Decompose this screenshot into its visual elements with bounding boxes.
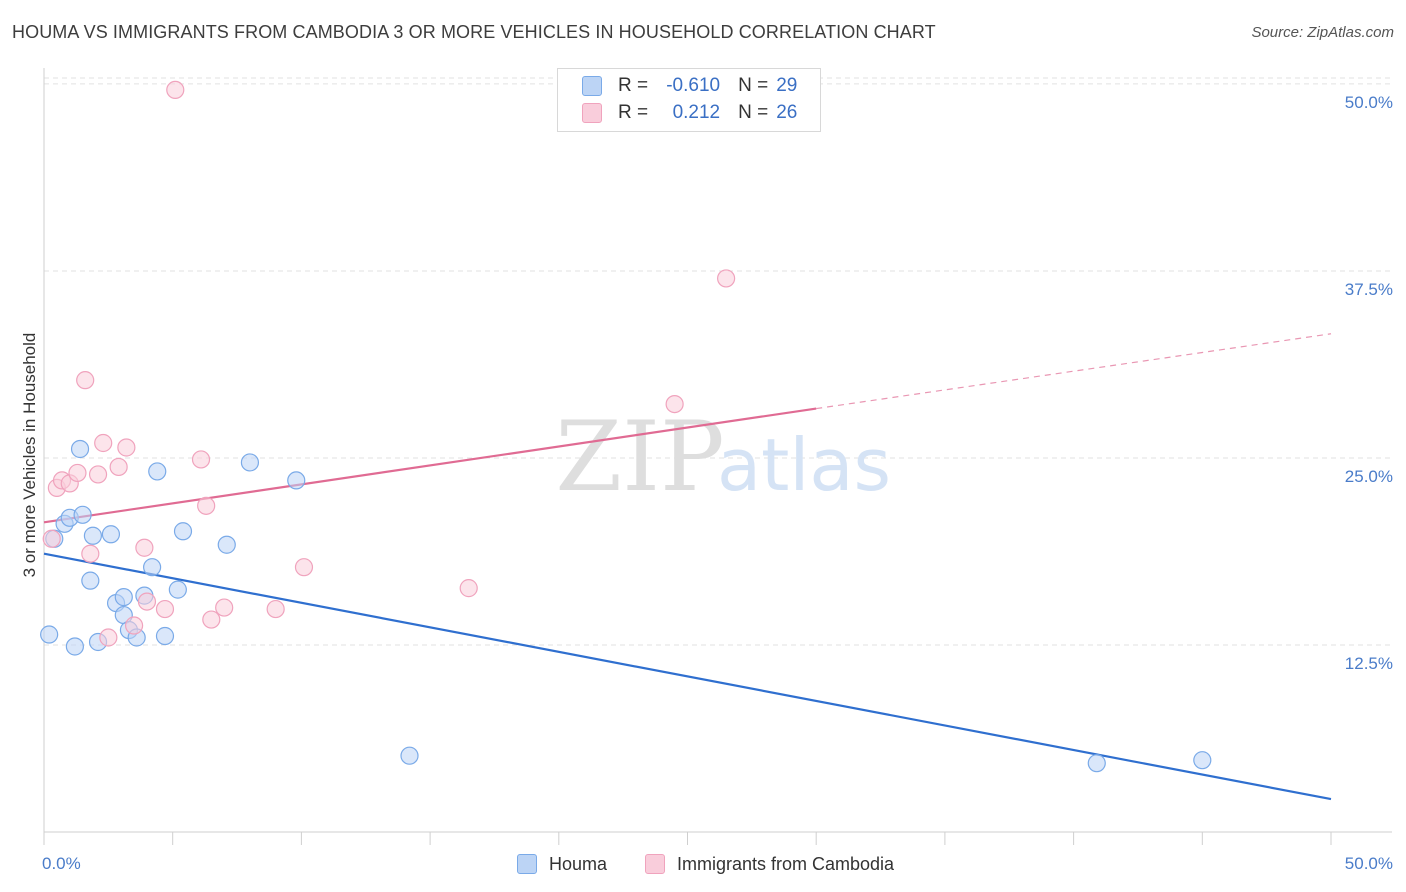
cambodia-point bbox=[124, 616, 144, 635]
y-tick-label: 25.0% bbox=[1345, 467, 1393, 486]
y-tick-label: 50.0% bbox=[1345, 93, 1393, 112]
cambodia-point bbox=[76, 371, 95, 390]
r-value: 0.212 bbox=[672, 102, 721, 123]
houma-point bbox=[240, 453, 260, 472]
cambodia-swatch bbox=[582, 103, 602, 123]
houma-trend-line bbox=[43, 552, 1332, 801]
houma-point bbox=[81, 571, 100, 590]
watermark: ZIP atlas bbox=[555, 401, 891, 513]
houma-point bbox=[168, 580, 187, 599]
houma-point bbox=[400, 746, 419, 765]
r-value: -0.610 bbox=[666, 75, 721, 96]
legend-cambodia: Immigrants from Cambodia bbox=[645, 852, 894, 876]
houma-point bbox=[101, 525, 121, 544]
cambodia-point bbox=[68, 463, 87, 483]
houma-point bbox=[155, 626, 175, 646]
cambodia-point bbox=[117, 438, 136, 457]
cambodia-point bbox=[137, 592, 157, 611]
houma-point bbox=[40, 625, 59, 644]
cambodia-point bbox=[109, 457, 128, 477]
n-label: N = bbox=[738, 102, 769, 123]
cambodia-point bbox=[42, 529, 61, 548]
cambodia-point bbox=[665, 395, 684, 414]
cambodia-point bbox=[294, 558, 314, 577]
houma-point bbox=[148, 462, 167, 481]
n-value: 29 bbox=[776, 75, 798, 96]
cambodia-point bbox=[215, 598, 234, 617]
houma-point bbox=[143, 558, 162, 577]
n-value: 26 bbox=[776, 102, 798, 123]
y-tick-label: 37.5% bbox=[1345, 280, 1393, 299]
cambodia-point bbox=[197, 496, 216, 515]
cambodia-point bbox=[166, 80, 185, 100]
cambodia-point bbox=[717, 269, 736, 288]
y-tick-label: 12.5% bbox=[1345, 654, 1393, 673]
cambodia-point bbox=[155, 599, 175, 619]
stats-legend: R = -0.610 N = 29 R = 0.212 N = 26 bbox=[557, 68, 821, 132]
legend-houma-swatch bbox=[517, 854, 537, 874]
watermark-zip: ZIP bbox=[555, 401, 724, 513]
houma-point bbox=[287, 471, 306, 490]
data-points bbox=[40, 80, 1212, 773]
cambodia-point bbox=[202, 610, 221, 629]
trend-lines bbox=[43, 333, 1332, 801]
watermark-atlas: atlas bbox=[717, 423, 891, 507]
chart-title: HOUMA VS IMMIGRANTS FROM CAMBODIA 3 OR M… bbox=[12, 22, 936, 42]
houma-point bbox=[83, 526, 103, 545]
cambodia-trend-line bbox=[43, 407, 817, 524]
legend-row-cambodia: R = 0.212 N = 26 bbox=[582, 101, 797, 125]
houma-point bbox=[65, 637, 84, 656]
chart-source: Source: ZipAtlas.com bbox=[1251, 24, 1394, 41]
legend-houma-label: Houma bbox=[549, 853, 608, 874]
cambodia-point bbox=[81, 544, 100, 563]
r-label: R = bbox=[618, 102, 649, 123]
gridlines bbox=[44, 77, 1392, 646]
cambodia-point bbox=[94, 433, 113, 453]
houma-point bbox=[70, 439, 90, 459]
cambodia-point bbox=[266, 599, 285, 619]
n-label: N = bbox=[738, 75, 769, 96]
houma-point bbox=[217, 535, 236, 554]
tick-labels: 12.5% 25.0% 37.5% 50.0% 0.0% 50.0% bbox=[42, 93, 1393, 873]
legend-cambodia-label: Immigrants from Cambodia bbox=[677, 853, 895, 874]
cambodia-point bbox=[135, 538, 154, 557]
cambodia-point bbox=[459, 579, 478, 598]
legend-cambodia-swatch bbox=[645, 854, 665, 874]
houma-point bbox=[173, 522, 193, 541]
cambodia-point bbox=[88, 465, 108, 484]
houma-point bbox=[73, 505, 92, 524]
r-label: R = bbox=[618, 75, 649, 96]
cambodia-trend-extension bbox=[816, 333, 1332, 410]
houma-point bbox=[114, 588, 133, 607]
axes bbox=[43, 68, 1392, 845]
x-tick-label: 0.0% bbox=[42, 854, 81, 873]
houma-point bbox=[1087, 754, 1106, 773]
x-tick-label: 50.0% bbox=[1345, 854, 1393, 873]
houma-swatch bbox=[582, 76, 602, 96]
cambodia-point bbox=[99, 628, 118, 647]
houma-point bbox=[1193, 751, 1212, 770]
legend-row-houma: R = -0.610 N = 29 bbox=[582, 74, 797, 98]
legend-houma: Houma bbox=[517, 852, 607, 876]
cambodia-point bbox=[191, 450, 211, 469]
